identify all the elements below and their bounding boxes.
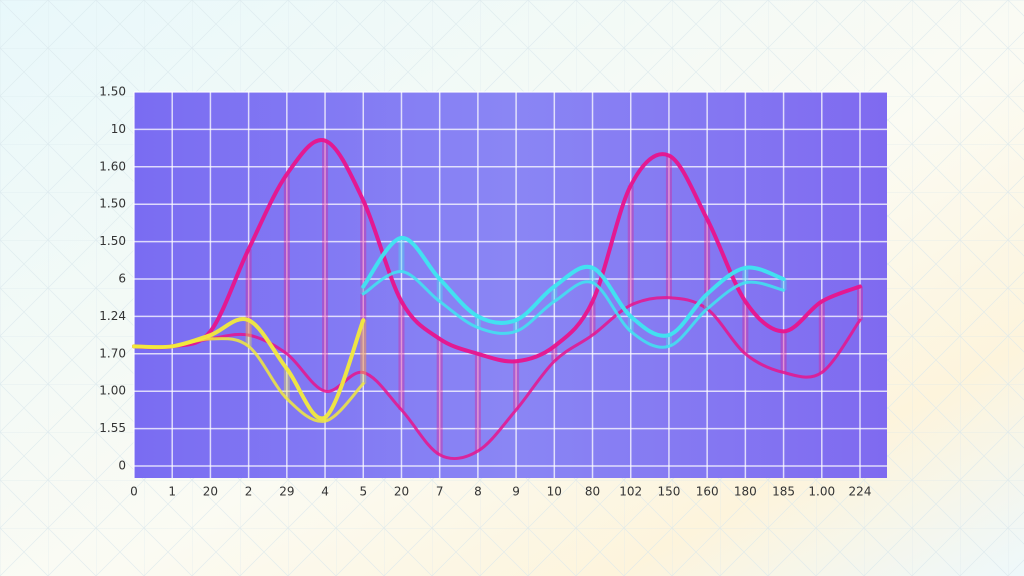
series-line (132, 138, 862, 364)
y-tick-label: 6 (118, 272, 126, 286)
x-tick-label: 185 (772, 485, 795, 499)
x-tick-label: 224 (849, 485, 872, 499)
x-tick-label: 8 (474, 485, 482, 499)
y-tick-label: 10 (111, 122, 126, 136)
x-tick-label: 102 (619, 485, 642, 499)
x-tick-label: 1 (168, 485, 176, 499)
series-line (132, 296, 862, 461)
x-tick-label: 7 (436, 485, 444, 499)
y-tick-label: 1.55 (99, 421, 126, 435)
y-tick-label: 1.50 (99, 234, 126, 248)
x-tick-label: 20 (203, 485, 218, 499)
x-tick-label: 180 (734, 485, 757, 499)
x-tick-label: 80 (585, 485, 600, 499)
x-tick-label: 0 (130, 485, 138, 499)
y-tick-label: 1.50 (99, 85, 126, 99)
y-tick-label: 0 (118, 459, 126, 473)
x-tick-label: 10 (547, 485, 562, 499)
series-line (132, 317, 366, 421)
y-tick-label: 1.00 (99, 384, 126, 398)
x-tick-label: 29 (279, 485, 294, 499)
x-tick-label: 150 (657, 485, 680, 499)
grid (133, 91, 887, 478)
x-tick-label: 9 (512, 485, 520, 499)
y-tick-label: 1.60 (99, 159, 126, 173)
marks (132, 138, 863, 461)
x-tick-label: 20 (394, 485, 409, 499)
labels: 0 1.55 1.00 1.70 1.24 6 1.50 1.50 1.60 10 1.50 0 1 20… (99, 85, 871, 499)
y-tick-label: 1.50 (99, 197, 126, 211)
x-tick-label: 2 (245, 485, 253, 499)
series-line (361, 270, 786, 349)
y-tick-label: 1.24 (99, 309, 126, 323)
x-tick-label: 160 (696, 485, 719, 499)
y-tick-label: 1.70 (99, 346, 126, 360)
x-tick-label: 4 (321, 485, 329, 499)
x-tick-label: 5 (359, 485, 367, 499)
x-tick-label: 1.00 (808, 485, 835, 499)
series-line (361, 235, 786, 338)
